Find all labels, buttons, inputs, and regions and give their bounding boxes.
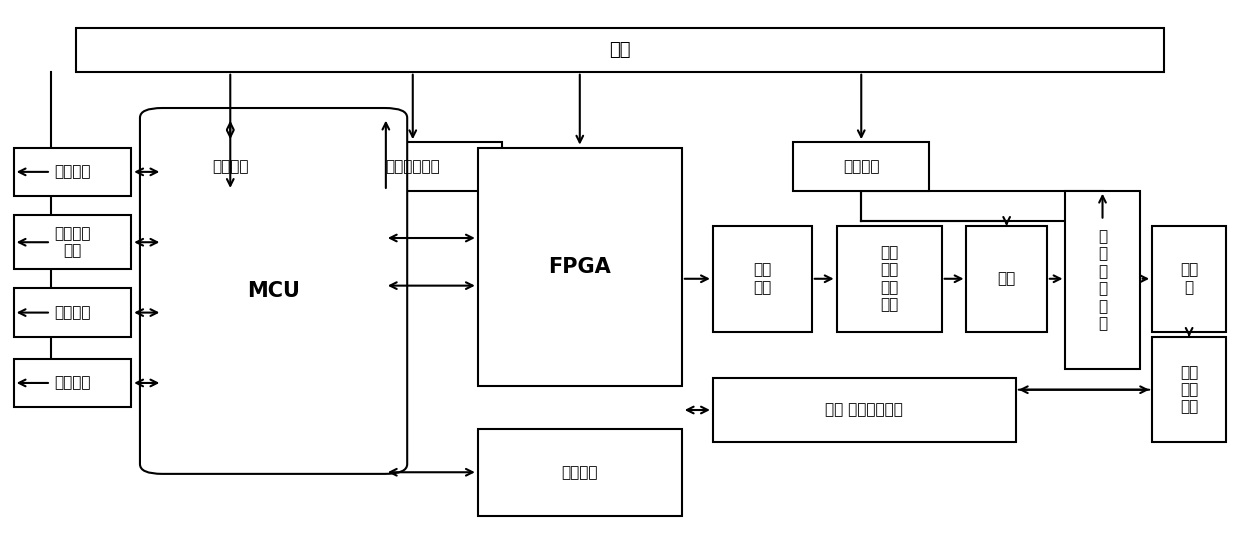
Bar	[324, 142, 502, 191]
Bar	[713, 226, 812, 331]
Text: 人机界面: 人机界面	[562, 465, 598, 480]
FancyBboxPatch shape	[140, 108, 407, 474]
Bar	[14, 288, 131, 337]
Text: 电源: 电源	[609, 41, 631, 59]
Text: 驱动
变换: 驱动 变换	[753, 263, 771, 295]
Bar	[713, 378, 1016, 442]
Text: 滤波电路: 滤波电路	[843, 159, 879, 174]
Text: 电流检测: 电流检测	[55, 164, 91, 180]
Bar	[14, 358, 131, 407]
Text: 输
出
滤
波
电
路: 输 出 滤 波 电 路	[1097, 229, 1107, 331]
Text: 电压检测: 电压检测	[212, 159, 248, 174]
Bar	[477, 429, 682, 516]
Bar	[14, 147, 131, 196]
Bar	[1152, 226, 1226, 331]
Text: 复位监控
电路: 复位监控 电路	[55, 226, 91, 258]
Text: FPGA: FPGA	[548, 257, 611, 276]
Bar	[14, 215, 131, 269]
Bar	[1152, 337, 1226, 442]
Text: 温度
采集
模块: 温度 采集 模块	[1180, 365, 1198, 415]
Text: MCU: MCU	[247, 281, 300, 301]
Bar	[794, 142, 929, 191]
Text: 功率
驱动
滤波
整形: 功率 驱动 滤波 整形	[880, 245, 898, 312]
Bar	[162, 142, 299, 191]
Text: 温度 信号调理电路: 温度 信号调理电路	[826, 403, 903, 417]
Bar	[837, 226, 941, 331]
Text: 掉电存储: 掉电存储	[55, 375, 91, 391]
Bar	[477, 147, 682, 386]
Bar	[966, 226, 1047, 331]
Text: 全桥: 全桥	[997, 271, 1016, 286]
Bar	[1065, 191, 1140, 369]
Text: 电压转换电路: 电压转换电路	[386, 159, 440, 174]
Text: 串行通信: 串行通信	[55, 305, 91, 320]
Bar	[76, 28, 1164, 72]
Text: 压缩
机: 压缩 机	[1180, 263, 1198, 295]
